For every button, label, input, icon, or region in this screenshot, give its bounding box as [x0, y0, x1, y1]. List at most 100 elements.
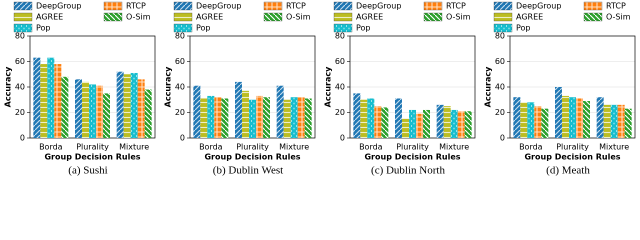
bar	[304, 98, 312, 138]
bar	[541, 108, 549, 138]
bar	[33, 57, 41, 138]
legend-label: O-Sim	[606, 13, 631, 22]
bar	[450, 109, 458, 138]
y-tick-label: 40	[495, 83, 505, 92]
bar	[464, 111, 472, 138]
bar	[283, 99, 291, 138]
caption: (d) Meath	[546, 165, 590, 177]
x-tick-label: Plurality	[556, 143, 589, 152]
bar	[200, 98, 208, 138]
x-axis-label: Group Decision Rules	[204, 153, 300, 162]
y-axis-label: Accuracy	[164, 66, 173, 107]
caption: (a) Sushi	[68, 165, 107, 177]
legend-swatch	[263, 1, 283, 11]
legend-label: RTCP	[446, 2, 466, 11]
caption: (c) Dublin North	[371, 165, 445, 177]
legend-swatch	[103, 12, 123, 22]
bar	[562, 95, 569, 138]
y-tick-label: 20	[15, 108, 25, 117]
legend-label: O-Sim	[286, 13, 311, 22]
legend-label: DeepGroup	[356, 2, 401, 11]
x-axis-label: Group Decision Rules	[524, 153, 620, 162]
bar	[603, 104, 611, 138]
bar	[193, 85, 201, 138]
bar	[89, 84, 96, 138]
x-tick-label: Mixture	[119, 143, 149, 152]
legend-swatch	[493, 1, 513, 11]
bar	[569, 97, 576, 138]
bar	[61, 76, 69, 138]
legend-swatch	[13, 1, 33, 11]
legend-swatch	[263, 12, 283, 22]
x-tick-label: Mixture	[439, 143, 469, 152]
legend-label: RTCP	[606, 2, 626, 11]
y-tick-label: 20	[335, 108, 345, 117]
bar	[534, 106, 542, 138]
y-tick-label: 20	[175, 108, 185, 117]
bar	[82, 81, 89, 138]
legend-swatch	[173, 1, 193, 11]
legend-swatch	[13, 23, 33, 33]
legend-swatch	[173, 12, 193, 22]
legend-label: AGREE	[356, 13, 383, 22]
bar	[513, 97, 521, 138]
legend-swatch	[583, 1, 603, 11]
x-tick-label: Plurality	[236, 143, 269, 152]
legend-label: Pop	[356, 24, 371, 33]
x-axis-label: Group Decision Rules	[44, 153, 140, 162]
legend-swatch	[103, 1, 123, 11]
x-axis-label: Group Decision Rules	[364, 153, 460, 162]
bar	[75, 79, 82, 138]
bar	[249, 99, 256, 138]
bar	[47, 57, 55, 138]
legend-swatch	[333, 1, 353, 11]
bar	[381, 107, 389, 138]
x-tick-label: Borda	[199, 143, 223, 152]
bar	[290, 97, 298, 138]
y-tick-label: 40	[15, 83, 25, 92]
bar	[144, 89, 152, 138]
legend-swatch	[493, 23, 513, 33]
legend-swatch	[13, 12, 33, 22]
bar	[256, 95, 263, 138]
y-tick-label: 40	[335, 83, 345, 92]
bar	[276, 85, 284, 138]
bar	[123, 74, 131, 138]
figure: DeepGroup AGREE Pop RTCP O-Sim 0 20 40 60 80 Accur…	[4, 1, 636, 177]
legend-label: O-Sim	[126, 13, 151, 22]
y-axis-label: Accuracy	[484, 66, 493, 107]
legend-swatch	[423, 12, 443, 22]
x-tick-label: Mixture	[599, 143, 629, 152]
bar	[54, 64, 62, 138]
bar	[436, 104, 444, 138]
bar	[423, 109, 430, 138]
bar	[576, 98, 583, 138]
legend-label: O-Sim	[446, 13, 471, 22]
y-tick-label: 60	[175, 57, 185, 66]
bar	[96, 85, 103, 138]
legend-swatch	[333, 23, 353, 33]
bar	[617, 104, 625, 138]
bar	[263, 97, 270, 138]
bar	[235, 81, 242, 138]
legend-swatch	[583, 12, 603, 22]
bar	[374, 106, 382, 138]
y-tick-label: 80	[495, 32, 505, 41]
bar	[624, 108, 632, 138]
y-tick-label: 20	[495, 108, 505, 117]
legend-swatch	[173, 23, 193, 33]
x-tick-label: Borda	[519, 143, 543, 152]
bar	[130, 72, 138, 138]
legend-label: Pop	[516, 24, 531, 33]
bar	[457, 111, 465, 138]
legend-label: Pop	[196, 24, 211, 33]
legend-label: AGREE	[196, 13, 223, 22]
x-tick-label: Mixture	[279, 143, 309, 152]
y-tick-label: 40	[175, 83, 185, 92]
bar	[367, 98, 375, 138]
bar	[520, 102, 528, 138]
bar	[416, 113, 423, 138]
bar	[395, 98, 402, 138]
bar	[353, 93, 361, 138]
bar	[360, 99, 368, 138]
